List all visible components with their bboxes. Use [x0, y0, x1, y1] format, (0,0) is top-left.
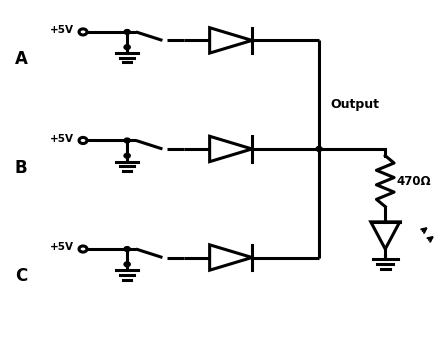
- Text: +5V: +5V: [50, 134, 74, 144]
- Circle shape: [316, 147, 322, 151]
- Text: +5V: +5V: [50, 242, 74, 252]
- Circle shape: [124, 29, 130, 34]
- Text: C: C: [15, 267, 27, 285]
- Text: B: B: [15, 159, 27, 176]
- Circle shape: [124, 138, 130, 143]
- Text: A: A: [15, 50, 28, 68]
- Circle shape: [124, 262, 130, 267]
- Circle shape: [124, 153, 130, 158]
- Circle shape: [124, 45, 130, 50]
- Text: +5V: +5V: [50, 25, 74, 35]
- Text: Output: Output: [330, 98, 379, 111]
- Circle shape: [124, 247, 130, 251]
- Text: 470Ω: 470Ω: [396, 175, 431, 188]
